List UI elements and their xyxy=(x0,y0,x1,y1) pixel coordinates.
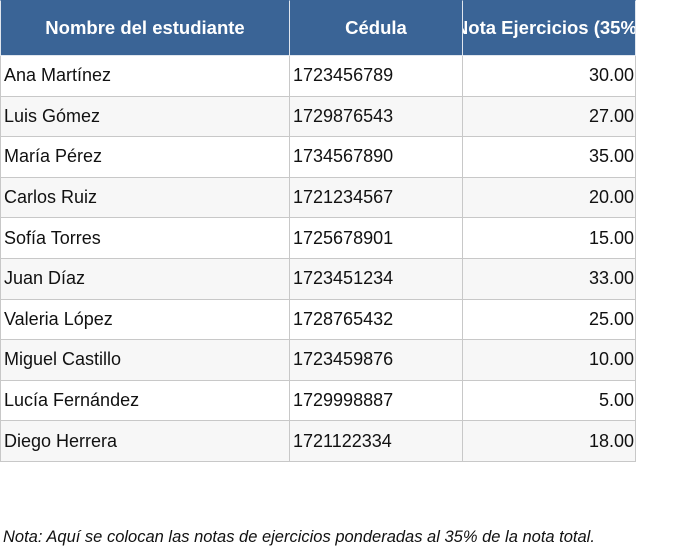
cell-nota[interactable]: 27.00 xyxy=(463,96,636,138)
table-row: Juan Díaz 1723451234 33.00 xyxy=(0,258,636,300)
cell-cedula[interactable]: 1723459876 xyxy=(290,340,463,381)
cell-nota[interactable]: 20.00 xyxy=(463,177,636,219)
header-nota[interactable]: Nota Ejercicios (35%) xyxy=(463,0,636,56)
cell-nombre[interactable]: Sofía Torres xyxy=(0,218,290,259)
cell-nota[interactable]: 33.00 xyxy=(463,258,636,300)
cell-nombre[interactable]: María Pérez xyxy=(0,137,290,178)
header-cedula[interactable]: Cédula xyxy=(290,0,463,56)
cell-nombre[interactable]: Lucía Fernández xyxy=(0,380,290,422)
table-row: Diego Herrera 1721122334 18.00 xyxy=(0,421,636,462)
table-row: Luis Gómez 1729876543 27.00 xyxy=(0,96,636,138)
cell-nombre[interactable]: Miguel Castillo xyxy=(0,340,290,381)
cell-nombre[interactable]: Juan Díaz xyxy=(0,258,290,300)
cell-nombre[interactable]: Valeria López xyxy=(0,299,290,341)
header-nombre[interactable]: Nombre del estudiante xyxy=(0,0,290,56)
cell-cedula[interactable]: 1734567890 xyxy=(290,137,463,178)
cell-nota[interactable]: 5.00 xyxy=(463,380,636,422)
table-row: Valeria López 1728765432 25.00 xyxy=(0,299,636,341)
table-row: Sofía Torres 1725678901 15.00 xyxy=(0,218,636,259)
cell-cedula[interactable]: 1725678901 xyxy=(290,218,463,259)
footnote: Nota: Aquí se colocan las notas de ejerc… xyxy=(3,528,595,546)
cell-nombre[interactable]: Ana Martínez xyxy=(0,56,290,97)
cell-nota[interactable]: 15.00 xyxy=(463,218,636,259)
table-row: Carlos Ruiz 1721234567 20.00 xyxy=(0,177,636,219)
cell-nombre[interactable]: Carlos Ruiz xyxy=(0,177,290,219)
cell-cedula[interactable]: 1723451234 xyxy=(290,258,463,300)
cell-nota[interactable]: 10.00 xyxy=(463,340,636,381)
cell-cedula[interactable]: 1721234567 xyxy=(290,177,463,219)
cell-cedula[interactable]: 1723456789 xyxy=(290,56,463,97)
cell-cedula[interactable]: 1721122334 xyxy=(290,421,463,462)
cell-cedula[interactable]: 1729876543 xyxy=(290,96,463,138)
header-nota-label: Nota Ejercicios (35%) xyxy=(463,17,636,38)
table-row: María Pérez 1734567890 35.00 xyxy=(0,137,636,178)
table-row: Lucía Fernández 1729998887 5.00 xyxy=(0,380,636,422)
cell-cedula[interactable]: 1728765432 xyxy=(290,299,463,341)
table-row: Miguel Castillo 1723459876 10.00 xyxy=(0,340,636,381)
table-row: Ana Martínez 1723456789 30.00 xyxy=(0,56,636,97)
header-row: Nombre del estudiante Cédula Nota Ejerci… xyxy=(0,0,636,56)
cell-nota[interactable]: 25.00 xyxy=(463,299,636,341)
cell-cedula[interactable]: 1729998887 xyxy=(290,380,463,422)
table-body: Ana Martínez 1723456789 30.00 Luis Gómez 172… xyxy=(0,56,636,462)
cell-nota[interactable]: 35.00 xyxy=(463,137,636,178)
student-grades-table: Nombre del estudiante Cédula Nota Ejerci… xyxy=(0,0,636,462)
cell-nota[interactable]: 18.00 xyxy=(463,421,636,462)
cell-nota[interactable]: 30.00 xyxy=(463,56,636,97)
cell-nombre[interactable]: Diego Herrera xyxy=(0,421,290,462)
cell-nombre[interactable]: Luis Gómez xyxy=(0,96,290,138)
